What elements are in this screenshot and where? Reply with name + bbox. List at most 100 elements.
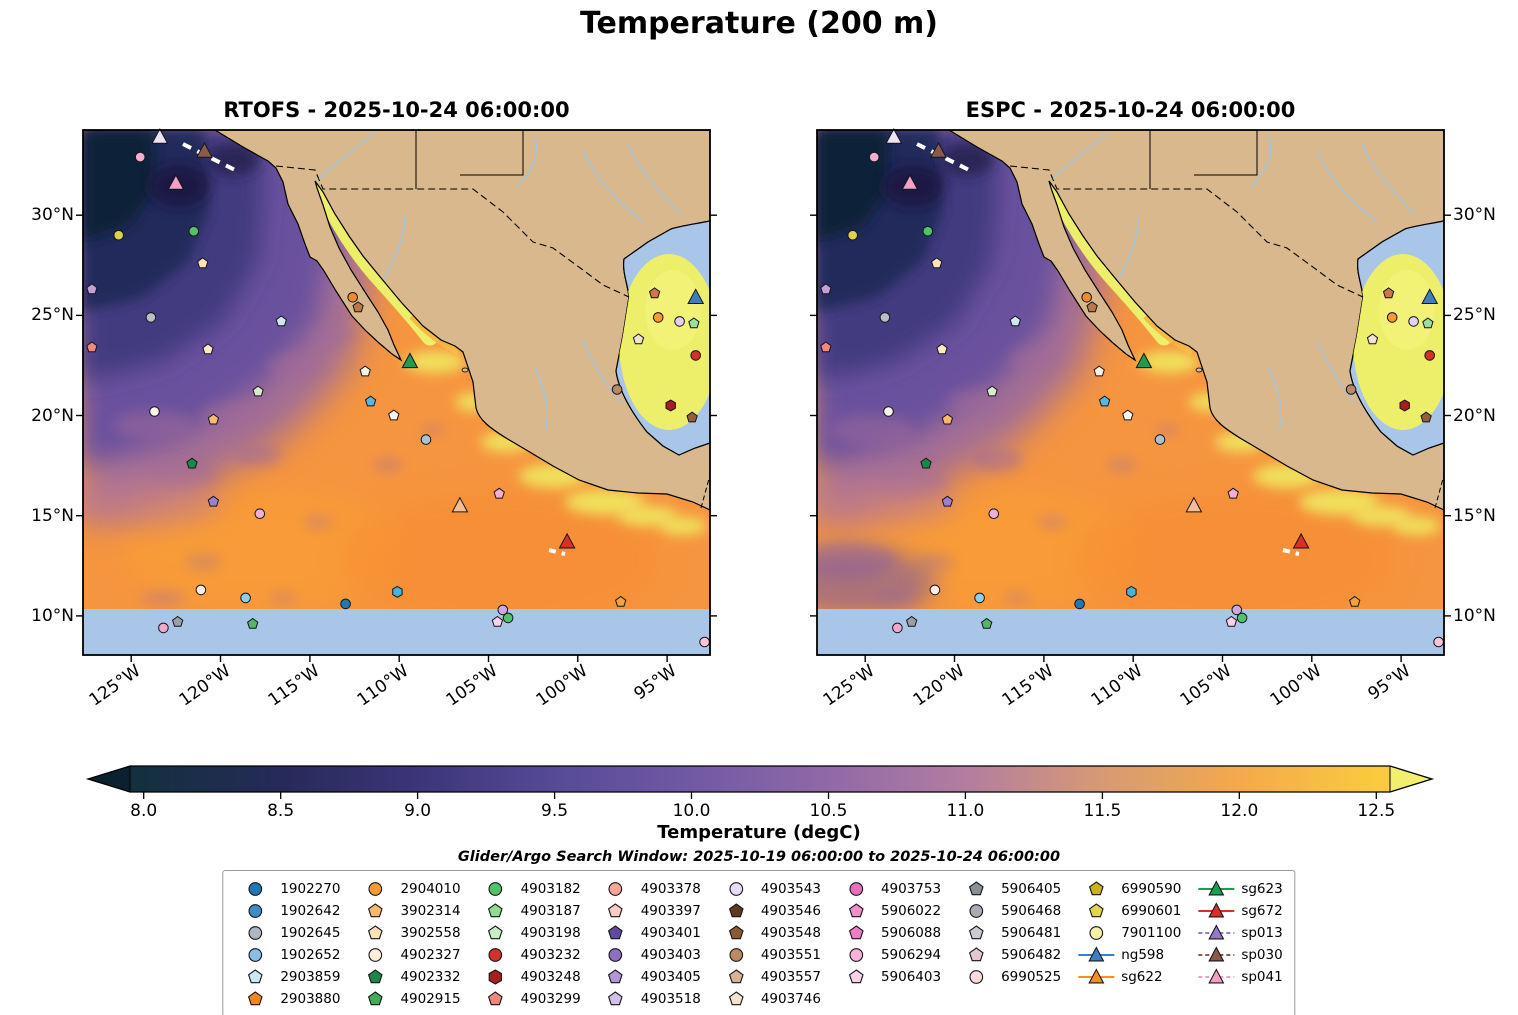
legend-entry-4903198: 4903198 xyxy=(476,923,581,942)
obs-marker xyxy=(1225,615,1238,627)
legend-triangle-marker-icon xyxy=(1198,967,1235,983)
obs-marker xyxy=(892,622,903,634)
obs-marker xyxy=(665,399,676,412)
colorbar-tick-label: 11.5 xyxy=(1083,801,1122,821)
legend-entry-5906088: 5906088 xyxy=(836,923,941,942)
legend-entry-sp030: sp030 xyxy=(1196,945,1283,964)
obs-marker xyxy=(1135,352,1153,369)
legend-circle-marker-icon xyxy=(849,947,863,962)
y-tick-label: 25°N xyxy=(1453,305,1496,326)
obs-marker xyxy=(502,612,514,624)
legend-circle-marker-icon xyxy=(248,947,263,962)
obs-marker xyxy=(197,257,209,269)
out-of-range-band xyxy=(817,609,1444,655)
legend-label: 4903299 xyxy=(520,990,581,1007)
legend-circle-marker-icon xyxy=(969,969,983,984)
obs-marker xyxy=(364,395,377,407)
legend-entry-sg622: sg622 xyxy=(1076,967,1181,986)
legend-entry-5906403: 5906403 xyxy=(836,967,941,986)
river xyxy=(534,367,549,431)
legend-entry-4903403: 4903403 xyxy=(596,945,701,964)
colorbar-label: Temperature (degC) xyxy=(657,822,861,843)
glider-track xyxy=(182,142,236,172)
river xyxy=(1052,131,1110,180)
obs-marker xyxy=(1231,604,1243,616)
x-tick-label: 115°W xyxy=(998,661,1058,711)
legend-label: 3902558 xyxy=(400,924,461,941)
obs-marker xyxy=(86,341,98,353)
legend-column: 6990590 6990601 7901100 ng598 sg622 xyxy=(1076,879,1181,1008)
legend-label: 5906022 xyxy=(880,902,942,919)
legend-entry-4903401: 4903401 xyxy=(596,923,701,942)
legend-entry-5906405: 5906405 xyxy=(956,879,1061,898)
legend-label: 5906088 xyxy=(880,924,942,941)
legend-entry-4903557: 4903557 xyxy=(716,967,821,986)
legend-entry-5906294: 5906294 xyxy=(836,945,941,964)
legend-column: 1902270 1902642 1902645 1902652 2903859 29038… xyxy=(235,879,340,1008)
colorbar-gradient xyxy=(130,766,1390,792)
colorbar-tick-label: 8.5 xyxy=(267,801,295,821)
legend-label: 6990590 xyxy=(1121,880,1182,897)
obs-marker xyxy=(981,617,993,629)
obs-marker xyxy=(941,495,954,507)
obs-marker xyxy=(1122,409,1134,421)
obs-marker xyxy=(158,622,169,634)
legend-label: 4903557 xyxy=(760,968,821,985)
legend-label: sg623 xyxy=(1241,880,1283,897)
legend-label: 4903232 xyxy=(520,946,581,963)
legend-pentagon-marker-icon xyxy=(848,968,864,983)
legend-label: 1902652 xyxy=(280,946,341,963)
river xyxy=(582,149,644,223)
x-tick-label: 125°W xyxy=(85,661,145,711)
legend-column: 4903182 4903187 4903198 4903232 4903248 49032… xyxy=(476,879,581,1008)
legend-circle-marker-icon xyxy=(488,881,503,896)
colorbar-under-arrow xyxy=(88,766,130,792)
obs-marker xyxy=(352,301,364,313)
legend-entry-4903405: 4903405 xyxy=(596,967,701,986)
legend-circle-marker-icon xyxy=(849,881,863,896)
obs-marker xyxy=(340,598,351,610)
obs-marker xyxy=(1422,317,1434,329)
river xyxy=(627,143,682,215)
legend-pentagon-marker-icon xyxy=(488,924,503,939)
obs-marker xyxy=(901,174,919,190)
legend-label: 2903859 xyxy=(280,968,341,985)
obs-marker xyxy=(113,229,125,241)
legend-pentagon-marker-icon xyxy=(488,902,503,917)
glider-track xyxy=(548,548,566,556)
legend-entry-1902652: 1902652 xyxy=(235,945,340,964)
legend-entry-4903546: 4903546 xyxy=(716,901,821,920)
legend-entry-2904010: 2904010 xyxy=(355,879,461,898)
legend-entry-4902332: 4902332 xyxy=(355,967,461,986)
obs-marker xyxy=(558,532,576,549)
legend-label: ng598 xyxy=(1121,946,1165,963)
legend-entry-sp013: sp013 xyxy=(1196,923,1283,942)
river xyxy=(516,135,538,188)
obs-marker xyxy=(690,350,702,361)
colorbar-tick-label: 12.0 xyxy=(1220,801,1259,821)
legend-label: 4902915 xyxy=(400,990,461,1007)
legend-pentagon-marker-icon xyxy=(968,880,984,895)
legend-label: 4903378 xyxy=(640,880,701,897)
legend-circle-marker-icon xyxy=(608,881,623,896)
legend-circle-marker-icon xyxy=(969,903,983,918)
island xyxy=(1195,367,1203,373)
legend-label: 4903548 xyxy=(760,924,821,941)
x-tick-label: 100°W xyxy=(1266,661,1326,711)
legend-pentagon-marker-icon xyxy=(368,902,383,917)
obs-marker xyxy=(674,316,685,327)
x-tick-label: 120°W xyxy=(175,661,235,711)
legend-pentagon-marker-icon xyxy=(968,946,984,961)
legend-circle-marker-icon xyxy=(368,947,383,962)
legend-label: 5906403 xyxy=(880,968,942,985)
temperature-field xyxy=(817,130,1444,655)
obs-marker xyxy=(686,411,698,423)
legend-triangle-marker-icon xyxy=(1198,901,1235,917)
obs-marker xyxy=(687,288,705,304)
legend-entry-5906482: 5906482 xyxy=(956,945,1061,964)
island xyxy=(461,367,469,373)
legend-entry-sg623: sg623 xyxy=(1196,879,1283,898)
obs-marker xyxy=(936,343,948,355)
obs-marker xyxy=(151,127,169,144)
obs-marker xyxy=(207,413,220,425)
